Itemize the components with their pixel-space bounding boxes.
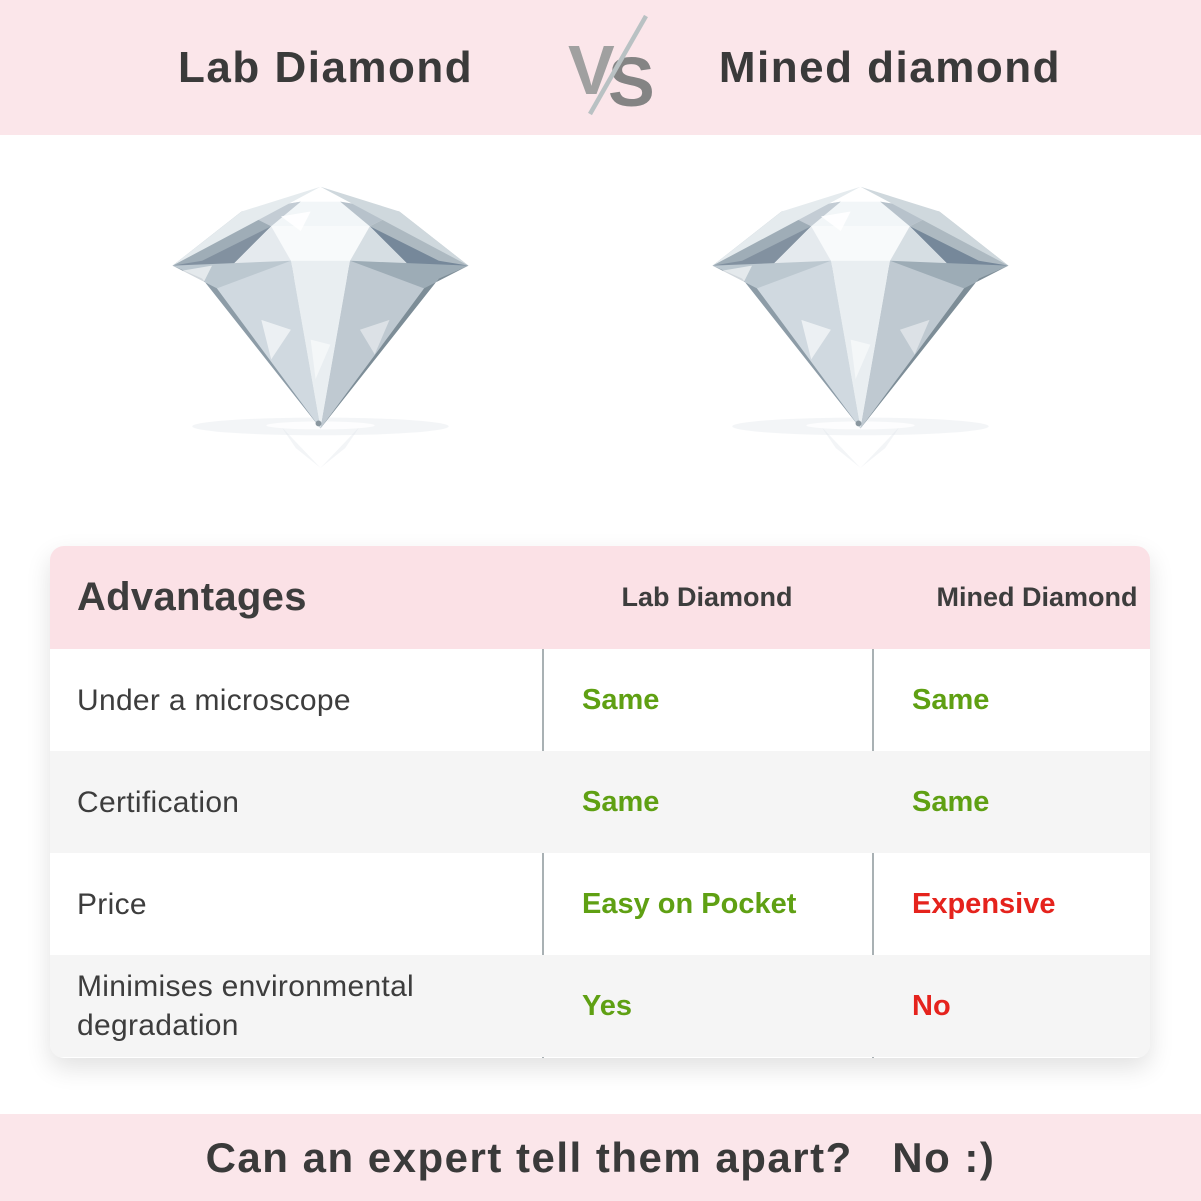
svg-text:S: S: [608, 43, 655, 121]
